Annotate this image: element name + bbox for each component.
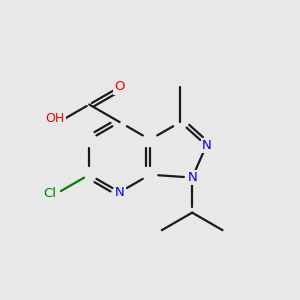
Text: O: O — [114, 80, 125, 94]
Text: N: N — [115, 186, 124, 199]
Text: OH: OH — [46, 112, 65, 125]
Text: Cl: Cl — [43, 188, 56, 200]
Text: N: N — [187, 171, 197, 184]
Text: N: N — [202, 139, 211, 152]
